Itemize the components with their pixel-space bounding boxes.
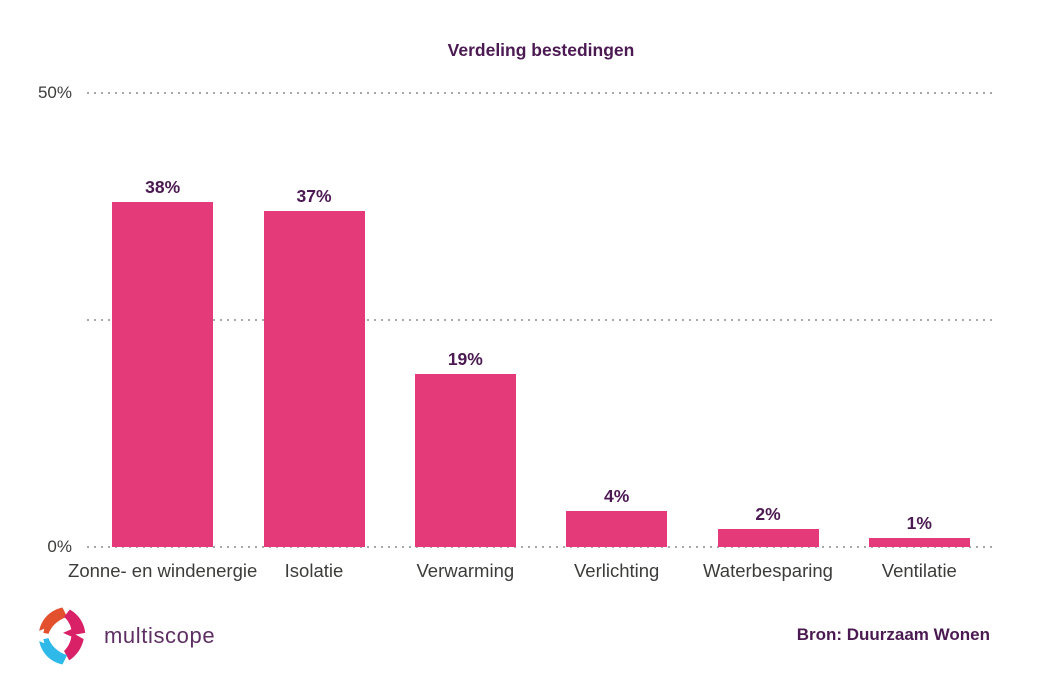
bar-value-label: 19% <box>447 349 483 370</box>
logo-pink-blade <box>63 609 86 661</box>
gridline <box>87 92 995 94</box>
multiscope-wordmark: multiscope <box>104 623 216 648</box>
multiscope-logo: multiscope <box>36 607 215 665</box>
x-axis-category-label: Isolatie <box>284 560 344 581</box>
multiscope-logo-icon <box>39 607 86 665</box>
bar-value-label: 38% <box>145 176 181 197</box>
logo-cyan-blade <box>39 638 68 665</box>
bar-value-label: 4% <box>604 485 630 506</box>
gridline <box>87 319 995 321</box>
bar <box>112 201 214 547</box>
bar <box>868 537 970 547</box>
bar <box>566 510 668 547</box>
bar-value-label: 37% <box>296 186 332 207</box>
x-axis-category-label: Verlichting <box>573 560 660 581</box>
bar <box>717 528 819 547</box>
bar <box>414 374 516 547</box>
x-axis-category-label: Waterbesparing <box>703 560 833 581</box>
x-axis-category-label: Verwarming <box>416 560 515 581</box>
bar-value-label: 2% <box>755 503 781 524</box>
bar <box>263 211 365 547</box>
bar-value-label: 1% <box>906 512 932 533</box>
chart-title: Verdeling bestedingen <box>447 40 635 60</box>
x-axis-category-label: Ventilatie <box>881 560 957 581</box>
source-attribution: Bron: Duurzaam Wonen <box>796 625 990 644</box>
x-axis-category-label: Zonne- en windenergie <box>68 560 258 581</box>
logo-orange-blade <box>39 607 68 634</box>
gridline <box>87 546 995 548</box>
y-axis-tick-label: 0% <box>47 537 72 556</box>
y-axis-tick-label: 50% <box>37 83 72 102</box>
